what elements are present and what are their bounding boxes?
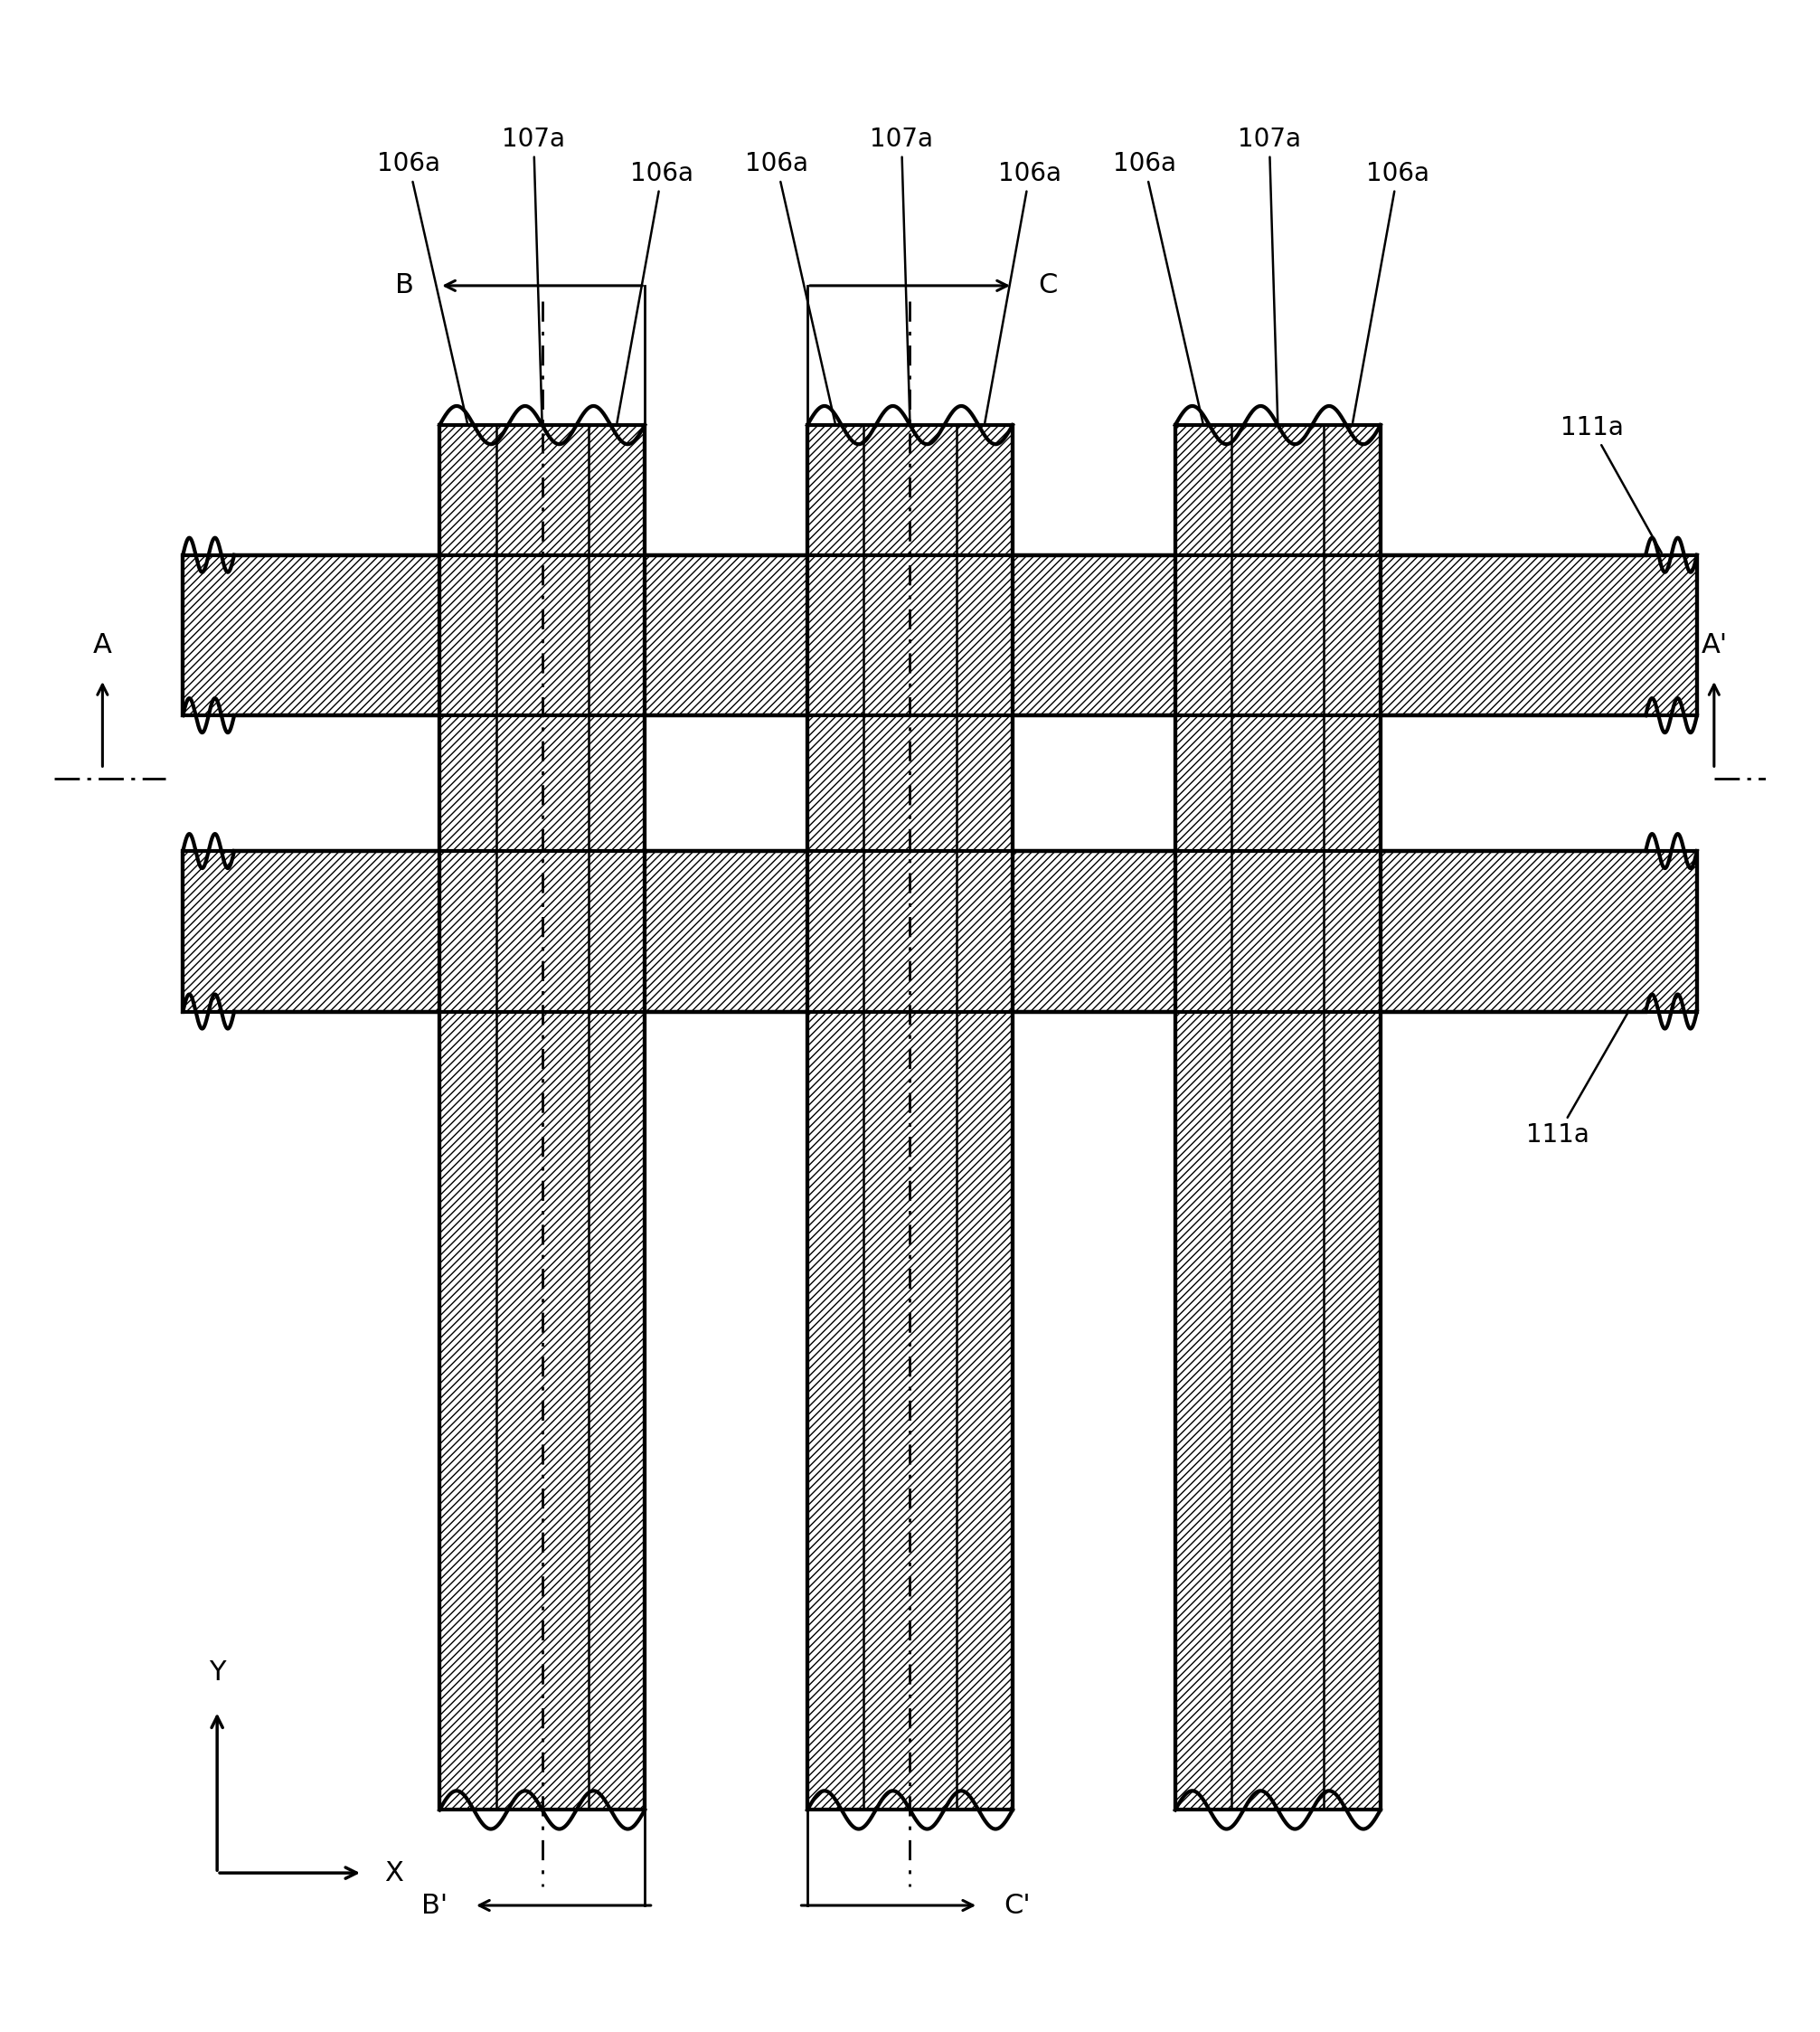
Text: X: X (384, 1859, 404, 1886)
Bar (182, 851, 1696, 1012)
Text: 106a: 106a (1352, 161, 1429, 423)
Text: FIG. 1: FIG. 1 (844, 0, 976, 4)
Bar (182, 555, 1696, 715)
Text: C: C (1037, 272, 1057, 299)
Bar (808, 425, 1012, 1811)
Text: A': A' (1702, 632, 1727, 658)
Text: 106a: 106a (985, 161, 1061, 423)
Text: B: B (395, 272, 413, 299)
Text: 106a: 106a (617, 161, 693, 423)
Text: 106a: 106a (377, 152, 468, 423)
Text: Y: Y (209, 1660, 226, 1687)
Text: 106a: 106a (1112, 152, 1203, 423)
Text: C': C' (1005, 1892, 1030, 1918)
Text: B': B' (422, 1892, 448, 1918)
Text: 111a: 111a (1560, 415, 1662, 553)
Text: 107a: 107a (1238, 126, 1301, 423)
Text: 107a: 107a (870, 126, 934, 423)
Bar (1176, 425, 1380, 1811)
Text: 107a: 107a (502, 126, 566, 423)
Text: A: A (93, 632, 113, 658)
Text: 111a: 111a (1525, 1014, 1627, 1148)
Text: 106a: 106a (744, 152, 835, 423)
Bar (439, 425, 644, 1811)
